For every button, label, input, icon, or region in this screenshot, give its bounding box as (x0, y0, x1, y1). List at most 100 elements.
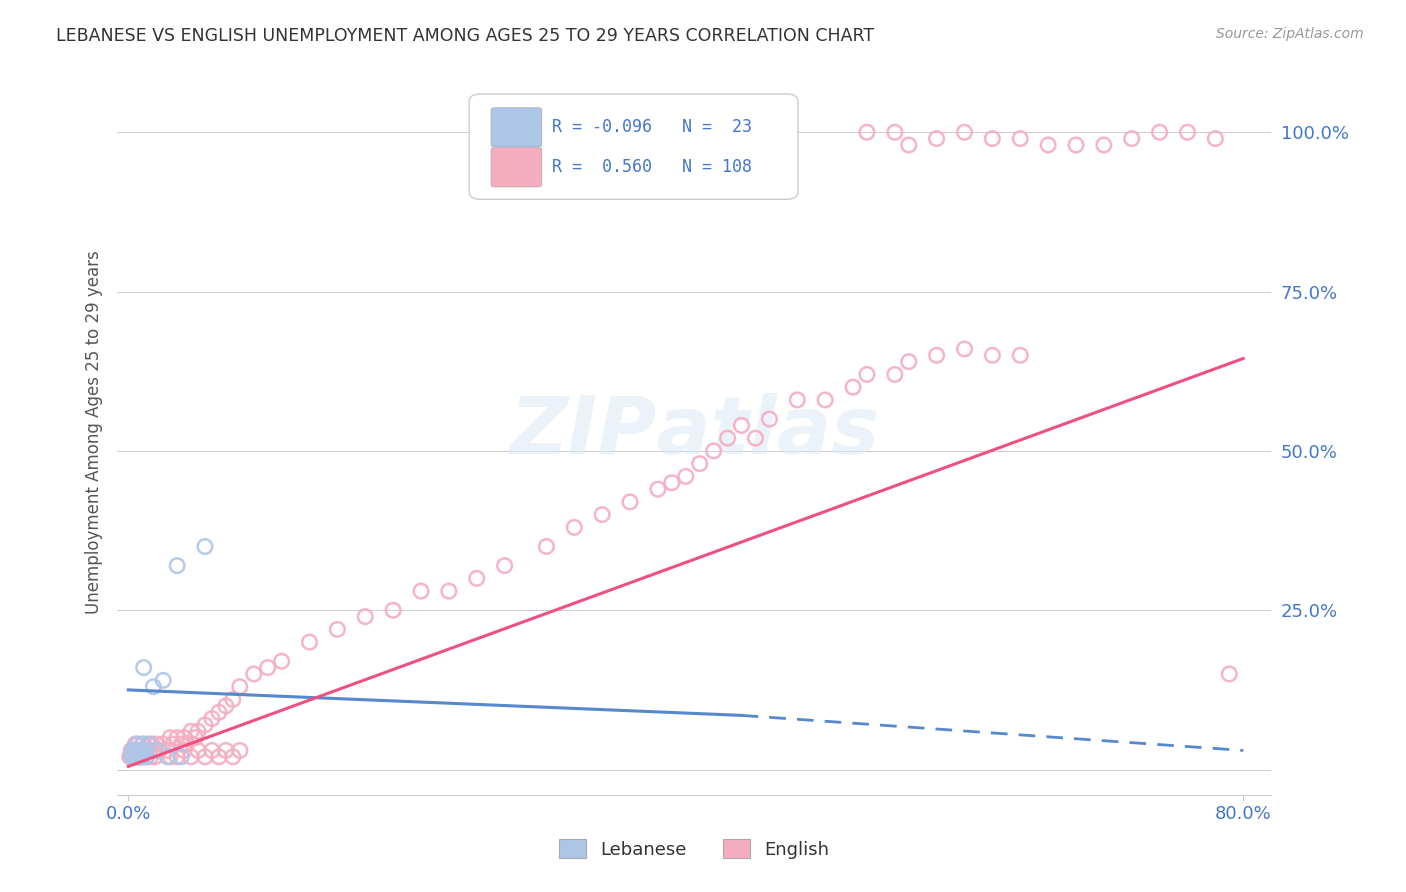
Point (925, 131, 948, 145)
Point (437, 584, 460, 599)
Point (170, 737, 193, 751)
Point (145, 743, 167, 757)
Point (856, 368, 879, 382)
Point (382, 603, 405, 617)
Point (127, 749, 149, 764)
Point (136, 737, 159, 751)
Point (159, 731, 181, 745)
Point (703, 444, 725, 458)
Point (134, 743, 156, 757)
Point (148, 743, 170, 757)
Point (120, 749, 142, 764)
Point (121, 743, 143, 757)
Point (122, 743, 145, 757)
Point (129, 743, 152, 757)
Point (127, 749, 149, 764)
Legend: Lebanese, English: Lebanese, English (551, 832, 837, 866)
Point (132, 660, 155, 674)
Text: LEBANESE VS ENGLISH UNEMPLOYMENT AMONG AGES 25 TO 29 YEARS CORRELATION CHART: LEBANESE VS ENGLISH UNEMPLOYMENT AMONG A… (56, 27, 875, 45)
Point (716, 431, 738, 445)
Point (159, 749, 181, 764)
Point (118, 749, 141, 764)
Point (124, 743, 146, 757)
Point (208, 705, 231, 719)
Point (124, 749, 146, 764)
Point (229, 743, 252, 757)
Point (201, 743, 224, 757)
Point (814, 392, 837, 407)
Point (135, 749, 157, 764)
Point (131, 743, 153, 757)
Point (591, 508, 613, 522)
Point (125, 737, 148, 751)
Point (883, 368, 905, 382)
Point (409, 584, 432, 599)
Point (494, 558, 516, 573)
Point (1064, 138, 1087, 153)
Point (215, 743, 238, 757)
Point (122, 749, 145, 764)
Point (856, 125, 879, 139)
Point (152, 673, 174, 688)
Point (730, 418, 752, 433)
Point (152, 737, 174, 751)
Point (166, 558, 188, 573)
Point (131, 749, 153, 764)
Point (166, 749, 188, 764)
Point (270, 654, 292, 668)
Point (187, 743, 209, 757)
Point (675, 469, 697, 483)
Point (129, 743, 152, 757)
Point (125, 749, 148, 764)
Point (121, 749, 143, 764)
Point (354, 609, 377, 624)
Point (242, 667, 264, 681)
Point (647, 482, 669, 496)
Point (132, 737, 155, 751)
Point (120, 743, 142, 757)
Text: ZIP​atlas: ZIP​atlas (509, 392, 879, 471)
Point (1204, 131, 1226, 145)
Point (208, 749, 231, 764)
Point (1010, 131, 1032, 145)
Point (326, 623, 349, 637)
Point (194, 749, 217, 764)
Point (173, 731, 195, 745)
Point (170, 749, 193, 764)
Point (124, 737, 146, 751)
Point (124, 743, 146, 757)
Point (689, 457, 711, 471)
Point (176, 737, 198, 751)
Point (125, 749, 148, 764)
Point (142, 680, 165, 694)
Point (1149, 125, 1171, 139)
Point (128, 749, 150, 764)
Point (201, 712, 224, 726)
Point (744, 431, 766, 445)
Point (127, 737, 149, 751)
Point (120, 749, 142, 764)
FancyBboxPatch shape (491, 148, 541, 187)
Point (131, 749, 153, 764)
Point (180, 749, 202, 764)
Point (194, 718, 217, 732)
Text: R = -0.096   N =  23: R = -0.096 N = 23 (553, 119, 752, 136)
Point (1177, 125, 1199, 139)
Point (758, 412, 780, 426)
Point (129, 749, 152, 764)
Point (215, 698, 238, 713)
Point (1121, 131, 1143, 145)
Point (141, 737, 163, 751)
Point (125, 743, 148, 757)
Point (1092, 138, 1115, 153)
FancyBboxPatch shape (470, 94, 799, 199)
Point (162, 737, 184, 751)
Point (229, 680, 252, 694)
Point (138, 737, 160, 751)
Point (143, 749, 166, 764)
Point (128, 749, 150, 764)
Y-axis label: Unemployment Among Ages 25 to 29 years: Unemployment Among Ages 25 to 29 years (86, 250, 103, 614)
Text: R =  0.560   N = 108: R = 0.560 N = 108 (553, 158, 752, 177)
Point (142, 743, 165, 757)
Point (180, 724, 202, 739)
